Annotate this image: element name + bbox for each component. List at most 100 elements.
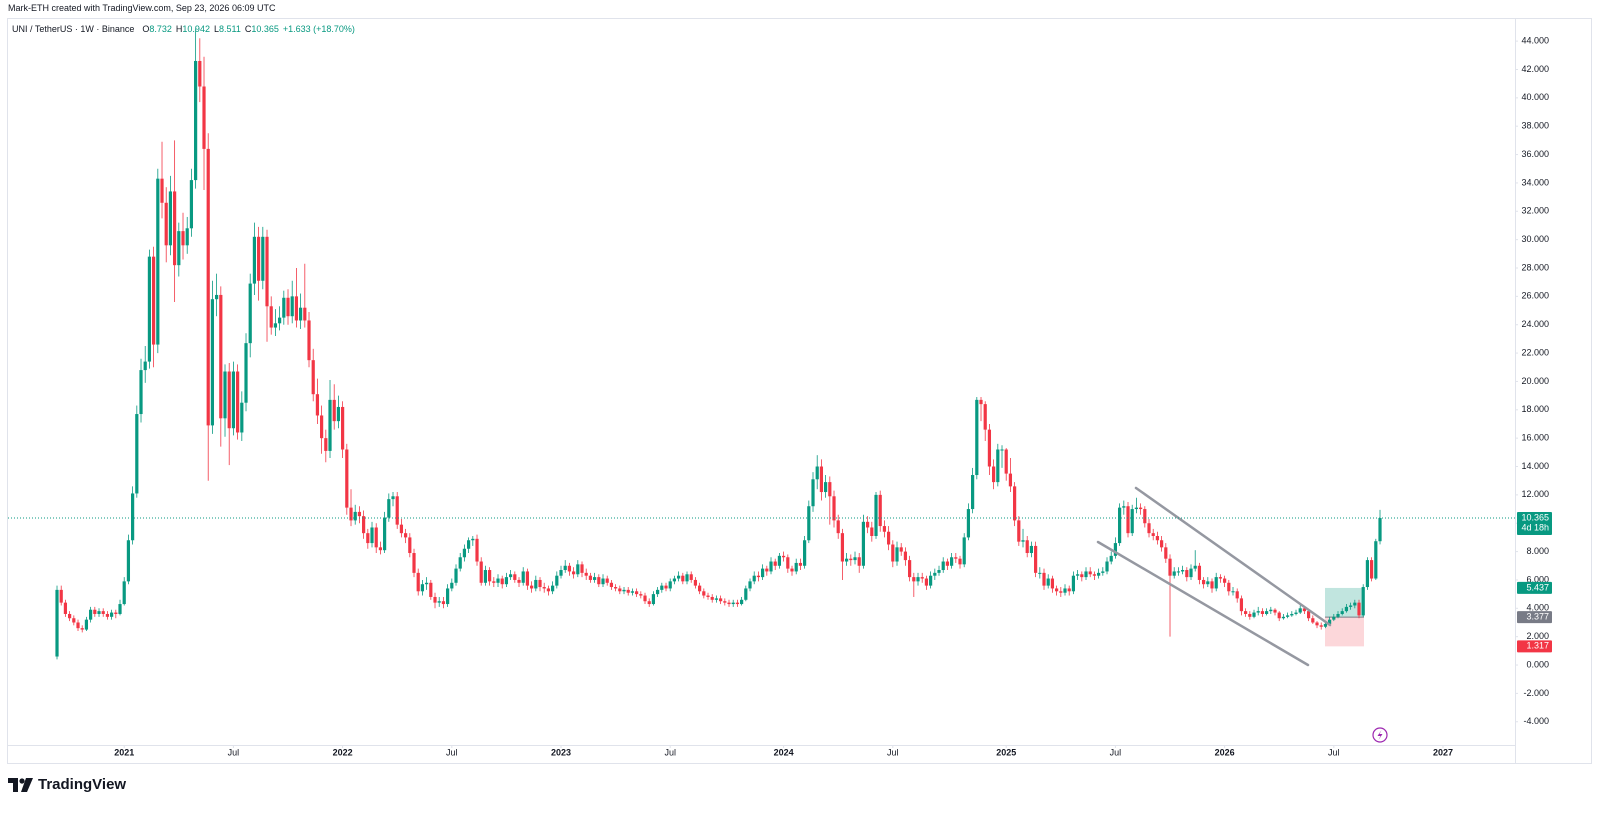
candle-body: [920, 577, 924, 579]
countdown-label: 4d 18h: [1521, 522, 1549, 532]
candle-body: [374, 527, 378, 548]
candle-body: [126, 540, 131, 582]
candle-body: [681, 575, 685, 582]
candle-body: [1160, 540, 1164, 548]
candle-body: [1113, 543, 1118, 556]
candle-body: [1210, 581, 1214, 589]
candle-body: [1050, 578, 1055, 589]
brand[interactable]: TradingView: [8, 776, 126, 793]
candle-body: [450, 582, 454, 589]
candle-body: [488, 570, 492, 582]
candle-body: [735, 602, 740, 605]
candle-body: [929, 575, 933, 586]
candle-body: [857, 557, 861, 566]
candle-body: [996, 449, 1000, 483]
candle-body: [1172, 571, 1176, 576]
candle-body: [542, 587, 546, 589]
y-tick-label: 28.000: [1521, 262, 1549, 272]
candle-body: [185, 228, 189, 246]
legend-value: 8.732: [149, 24, 172, 34]
candle-body: [782, 555, 786, 558]
trend-line: [1134, 486, 1332, 627]
candle-body: [954, 557, 958, 559]
loss-zone: [1325, 617, 1364, 647]
candle-body: [223, 371, 227, 419]
candle-body: [273, 323, 278, 328]
candle-body: [1315, 622, 1319, 626]
candle-body: [416, 572, 420, 592]
candle-body: [1344, 606, 1349, 612]
candle-body: [832, 496, 836, 521]
candle-body: [551, 585, 555, 592]
candle-body: [660, 585, 664, 590]
candle-body: [395, 496, 399, 525]
candle-body: [152, 256, 156, 345]
candle-body: [231, 371, 236, 429]
candle-body: [525, 571, 530, 586]
candle-body: [1307, 611, 1311, 619]
candle-body: [164, 202, 168, 246]
candle-body: [836, 520, 840, 534]
candle-body: [870, 527, 874, 536]
candle-body: [593, 577, 597, 580]
candle-body: [1336, 613, 1340, 617]
candle-body: [815, 466, 819, 480]
y-tick-label: 34.000: [1521, 177, 1549, 187]
candle-body: [790, 568, 794, 572]
x-tick-label: 2023: [551, 747, 571, 757]
candle-body: [429, 582, 433, 597]
stop-label-bg: [1517, 640, 1552, 653]
candle-body: [1025, 540, 1029, 554]
candle-body: [189, 180, 194, 229]
candle-body: [937, 570, 941, 573]
candle-body: [471, 538, 475, 541]
x-tick-label: 2025: [996, 747, 1016, 757]
candle-body: [1256, 611, 1260, 613]
candle-body: [1218, 577, 1223, 579]
y-tick-label: 38.000: [1521, 121, 1549, 131]
candle-body: [706, 595, 710, 597]
candle-body: [975, 399, 979, 476]
candle-body: [979, 399, 983, 405]
candle-body: [1265, 611, 1269, 614]
candle-body: [601, 578, 605, 585]
candle-body: [1168, 558, 1172, 576]
candle-body: [89, 609, 93, 620]
y-tick-label: 32.000: [1521, 206, 1549, 216]
candle-body: [1353, 602, 1357, 606]
candle-body: [1017, 520, 1021, 542]
candle-body: [303, 307, 307, 321]
candle-body: [1143, 509, 1147, 524]
candle-body: [866, 521, 870, 528]
candle-body: [912, 577, 916, 582]
candle-body: [656, 589, 660, 595]
candle-body: [626, 589, 630, 593]
candle-body: [454, 568, 458, 583]
candle-body: [698, 585, 702, 592]
candle-body: [139, 370, 143, 415]
candle-body: [1227, 582, 1231, 592]
candle-body: [467, 540, 471, 549]
candle-body: [131, 493, 135, 541]
candle-body: [517, 579, 521, 583]
candle-body: [824, 482, 828, 493]
candle-body: [265, 236, 269, 307]
candle-body: [1197, 565, 1202, 580]
candle-body: [370, 527, 374, 544]
candle-body: [1340, 611, 1344, 614]
candle-body: [446, 588, 450, 605]
y-tick-label: 42.000: [1521, 64, 1549, 74]
candle-body: [987, 429, 992, 467]
candle-body: [362, 516, 366, 534]
candle-body: [227, 371, 231, 429]
candle-body: [891, 544, 895, 562]
candle-body: [1084, 571, 1088, 578]
candle-body: [605, 578, 609, 583]
candle-body: [219, 294, 223, 419]
symbol: UNI / TetherUS · 1W · Binance: [12, 24, 135, 34]
candle-body: [240, 402, 244, 433]
candle-body: [215, 294, 219, 300]
candle-body: [1181, 570, 1185, 572]
